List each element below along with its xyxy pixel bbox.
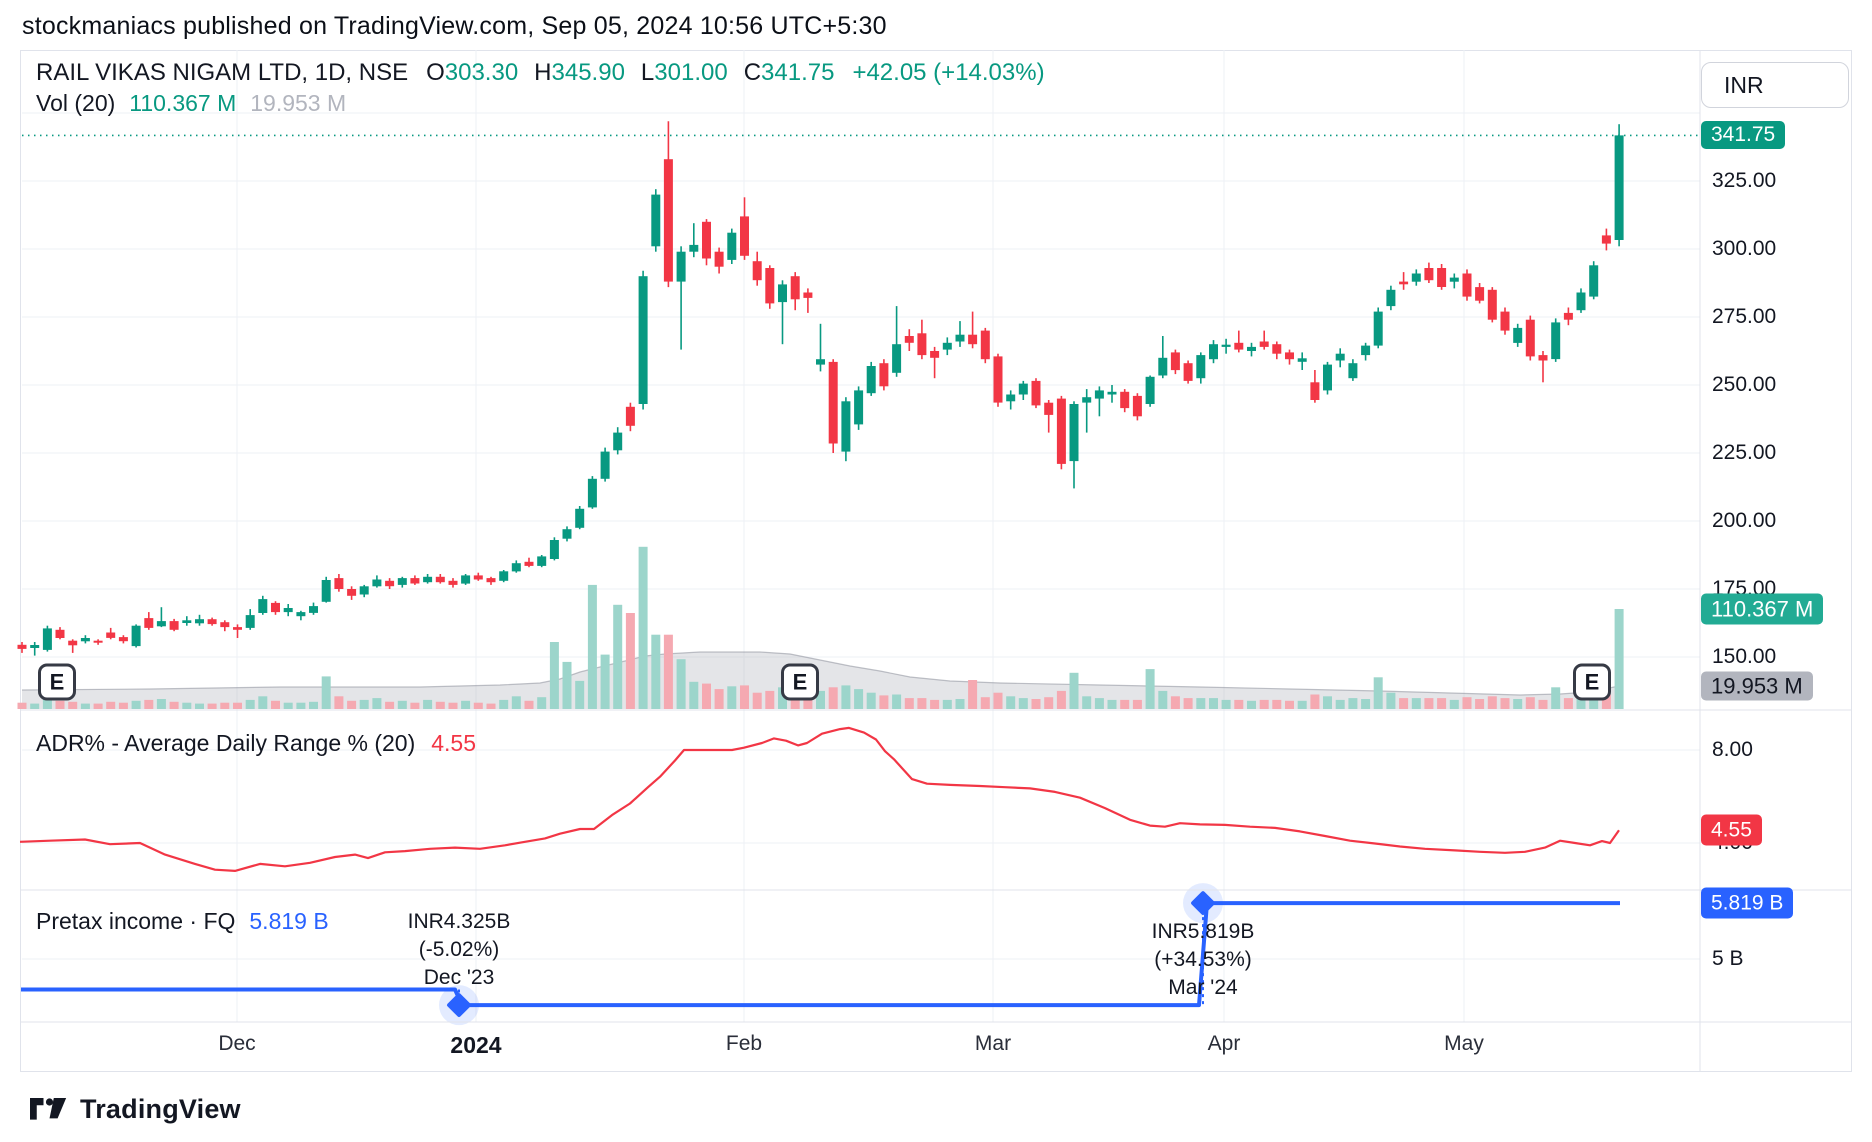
ohlc-field-o: O303.30 [426, 59, 519, 86]
volume-ma-value: 19.953 M [250, 90, 347, 116]
pretax-value: 5.819 B [249, 908, 329, 934]
volume-ma-badge: 19.953 M [1701, 671, 1813, 701]
tradingview-logo-icon [30, 1097, 67, 1120]
brand-text: TradingView [80, 1094, 241, 1124]
earnings-marker[interactable]: E [38, 663, 76, 701]
pretax-value-badge: 5.819 B [1701, 887, 1794, 919]
symbol-header: RAIL VIKAS NIGAM LTD, 1D, NSE O303.30 H34… [36, 59, 1045, 87]
volume-value: 110.367 M [129, 90, 237, 116]
pretax-axis-label[interactable]: 5 B [1712, 947, 1744, 970]
time-axis-label-dec[interactable]: Dec [218, 1032, 256, 1055]
adr-pane-legend: ADR% - Average Daily Range % (20) 4.55 [36, 730, 476, 757]
price-axis-label[interactable]: 300.00 [1712, 237, 1777, 260]
annotation-line: (-5.02%) [418, 938, 500, 961]
price-axis-label[interactable]: 325.00 [1712, 169, 1777, 192]
pretax-annotation-mar24: INR5.819B (+34.53%) Mar '24 [1152, 918, 1255, 1002]
volume-legend: Vol (20) 110.367 M 19.953 M [36, 90, 346, 117]
chart-frame [20, 50, 1852, 1072]
time-axis-label-feb[interactable]: Feb [725, 1032, 763, 1055]
earnings-marker[interactable]: E [781, 663, 819, 701]
volume-label[interactable]: Vol (20) [36, 90, 116, 116]
annotation-line: INR5.819B [1151, 920, 1255, 943]
ohlc-values: O303.30 H345.90 L301.00 C341.75 [426, 59, 850, 87]
adr-value: 4.55 [431, 730, 477, 756]
price-axis-label[interactable]: 250.00 [1712, 373, 1777, 396]
pretax-pane-legend: Pretax income · FQ 5.819 B [36, 908, 329, 935]
time-axis-label-may[interactable]: May [1444, 1032, 1484, 1055]
currency-button[interactable]: INR [1701, 62, 1849, 108]
earnings-marker[interactable]: E [1573, 663, 1611, 701]
time-axis-label-apr[interactable]: Apr [1207, 1032, 1241, 1055]
price-axis-label[interactable]: 200.00 [1712, 509, 1777, 532]
symbol-title[interactable]: RAIL VIKAS NIGAM LTD, 1D, NSE [36, 59, 409, 86]
tradingview-footer: TradingView [30, 1094, 241, 1125]
annotation-line: Mar '24 [1168, 976, 1238, 999]
annotation-line: (+34.53%) [1154, 948, 1252, 971]
attribution-text: stockmaniacs published on TradingView.co… [22, 12, 887, 40]
price-axis-label[interactable]: 150.00 [1712, 645, 1777, 668]
time-axis-label-2024[interactable]: 2024 [450, 1032, 502, 1058]
pretax-annotation-dec23: INR4.325B (-5.02%) Dec '23 [408, 908, 511, 992]
time-axis-label-mar[interactable]: Mar [974, 1032, 1012, 1055]
ohlc-field-c: C341.75 [743, 59, 835, 86]
adr-label[interactable]: ADR% - Average Daily Range % (20) [36, 730, 416, 756]
price-axis-label[interactable]: 275.00 [1712, 305, 1777, 328]
ohlc-field-l: L301.00 [640, 59, 728, 86]
price-change: +42.05 (+14.03%) [852, 59, 1045, 86]
adr-axis-label[interactable]: 8.00 [1712, 738, 1753, 761]
annotation-line: Dec '23 [423, 966, 495, 989]
adr-value-badge: 4.55 [1701, 814, 1762, 846]
annotation-line: INR4.325B [407, 910, 511, 933]
volume-badge: 110.367 M [1701, 593, 1824, 625]
pretax-label[interactable]: Pretax income · FQ [36, 908, 236, 934]
last-price-badge: 341.75 [1701, 121, 1786, 150]
ohlc-field-h: H345.90 [534, 59, 625, 86]
price-axis-label[interactable]: 225.00 [1712, 441, 1777, 464]
